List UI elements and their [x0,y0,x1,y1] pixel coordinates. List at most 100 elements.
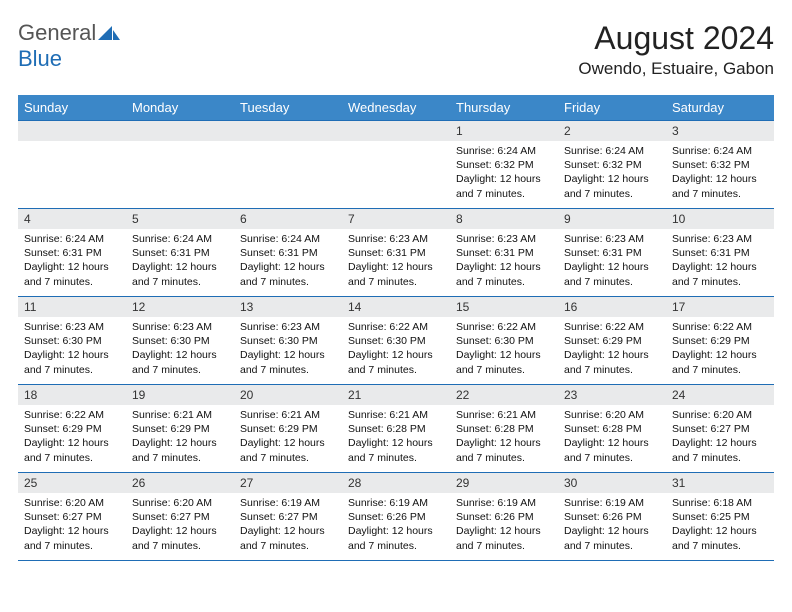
day-details: Sunrise: 6:23 AMSunset: 6:31 PMDaylight:… [666,229,774,293]
day-details [234,141,342,148]
day-details: Sunrise: 6:22 AMSunset: 6:29 PMDaylight:… [666,317,774,381]
day-number: 24 [666,385,774,405]
calendar-cell: 7Sunrise: 6:23 AMSunset: 6:31 PMDaylight… [342,209,450,297]
calendar-cell: 24Sunrise: 6:20 AMSunset: 6:27 PMDayligh… [666,385,774,473]
day-header: Wednesday [342,95,450,121]
day-header: Sunday [18,95,126,121]
day-number: 30 [558,473,666,493]
day-details: Sunrise: 6:21 AMSunset: 6:28 PMDaylight:… [342,405,450,469]
day-number: 28 [342,473,450,493]
day-number: 6 [234,209,342,229]
day-details: Sunrise: 6:21 AMSunset: 6:28 PMDaylight:… [450,405,558,469]
calendar-cell: 22Sunrise: 6:21 AMSunset: 6:28 PMDayligh… [450,385,558,473]
day-number: 10 [666,209,774,229]
day-number: 7 [342,209,450,229]
calendar-week: 11Sunrise: 6:23 AMSunset: 6:30 PMDayligh… [18,297,774,385]
day-details: Sunrise: 6:24 AMSunset: 6:32 PMDaylight:… [558,141,666,205]
calendar-cell: 2Sunrise: 6:24 AMSunset: 6:32 PMDaylight… [558,121,666,209]
day-number: 20 [234,385,342,405]
calendar-cell: 9Sunrise: 6:23 AMSunset: 6:31 PMDaylight… [558,209,666,297]
day-details: Sunrise: 6:18 AMSunset: 6:25 PMDaylight:… [666,493,774,557]
calendar-cell: 30Sunrise: 6:19 AMSunset: 6:26 PMDayligh… [558,473,666,561]
day-number [234,121,342,141]
day-details: Sunrise: 6:23 AMSunset: 6:30 PMDaylight:… [18,317,126,381]
day-details: Sunrise: 6:19 AMSunset: 6:26 PMDaylight:… [450,493,558,557]
calendar-cell: 1Sunrise: 6:24 AMSunset: 6:32 PMDaylight… [450,121,558,209]
day-number: 21 [342,385,450,405]
day-number: 31 [666,473,774,493]
calendar-body: 1Sunrise: 6:24 AMSunset: 6:32 PMDaylight… [18,121,774,561]
day-number: 13 [234,297,342,317]
logo: General Blue [18,20,120,72]
day-number: 16 [558,297,666,317]
calendar-cell: 16Sunrise: 6:22 AMSunset: 6:29 PMDayligh… [558,297,666,385]
day-details: Sunrise: 6:19 AMSunset: 6:26 PMDaylight:… [342,493,450,557]
calendar-cell: 4Sunrise: 6:24 AMSunset: 6:31 PMDaylight… [18,209,126,297]
calendar-cell [126,121,234,209]
calendar-cell: 15Sunrise: 6:22 AMSunset: 6:30 PMDayligh… [450,297,558,385]
day-number: 19 [126,385,234,405]
day-details: Sunrise: 6:22 AMSunset: 6:29 PMDaylight:… [18,405,126,469]
day-details: Sunrise: 6:20 AMSunset: 6:27 PMDaylight:… [126,493,234,557]
calendar-cell: 11Sunrise: 6:23 AMSunset: 6:30 PMDayligh… [18,297,126,385]
day-details: Sunrise: 6:23 AMSunset: 6:31 PMDaylight:… [342,229,450,293]
title-block: August 2024 Owendo, Estuaire, Gabon [578,20,774,79]
day-details [18,141,126,148]
day-number: 11 [18,297,126,317]
day-details: Sunrise: 6:21 AMSunset: 6:29 PMDaylight:… [126,405,234,469]
day-details: Sunrise: 6:24 AMSunset: 6:32 PMDaylight:… [666,141,774,205]
day-number: 25 [18,473,126,493]
day-details: Sunrise: 6:22 AMSunset: 6:30 PMDaylight:… [450,317,558,381]
day-header: Friday [558,95,666,121]
day-number: 14 [342,297,450,317]
day-details: Sunrise: 6:24 AMSunset: 6:31 PMDaylight:… [126,229,234,293]
header: General Blue August 2024 Owendo, Estuair… [18,20,774,79]
location: Owendo, Estuaire, Gabon [578,59,774,79]
day-number: 5 [126,209,234,229]
day-details: Sunrise: 6:22 AMSunset: 6:29 PMDaylight:… [558,317,666,381]
day-details: Sunrise: 6:23 AMSunset: 6:31 PMDaylight:… [450,229,558,293]
day-number: 4 [18,209,126,229]
logo-sail-icon [98,27,120,44]
day-number: 15 [450,297,558,317]
calendar-cell: 13Sunrise: 6:23 AMSunset: 6:30 PMDayligh… [234,297,342,385]
calendar-cell: 19Sunrise: 6:21 AMSunset: 6:29 PMDayligh… [126,385,234,473]
day-number: 29 [450,473,558,493]
day-number: 8 [450,209,558,229]
calendar-cell: 26Sunrise: 6:20 AMSunset: 6:27 PMDayligh… [126,473,234,561]
day-details: Sunrise: 6:24 AMSunset: 6:32 PMDaylight:… [450,141,558,205]
day-details: Sunrise: 6:20 AMSunset: 6:27 PMDaylight:… [18,493,126,557]
day-details: Sunrise: 6:23 AMSunset: 6:31 PMDaylight:… [558,229,666,293]
day-details: Sunrise: 6:19 AMSunset: 6:26 PMDaylight:… [558,493,666,557]
day-number [342,121,450,141]
day-number: 18 [18,385,126,405]
day-number: 26 [126,473,234,493]
calendar-cell: 18Sunrise: 6:22 AMSunset: 6:29 PMDayligh… [18,385,126,473]
calendar-week: 25Sunrise: 6:20 AMSunset: 6:27 PMDayligh… [18,473,774,561]
calendar-cell: 20Sunrise: 6:21 AMSunset: 6:29 PMDayligh… [234,385,342,473]
day-details: Sunrise: 6:24 AMSunset: 6:31 PMDaylight:… [234,229,342,293]
calendar-table: SundayMondayTuesdayWednesdayThursdayFrid… [18,95,774,561]
day-details: Sunrise: 6:20 AMSunset: 6:27 PMDaylight:… [666,405,774,469]
calendar-cell: 14Sunrise: 6:22 AMSunset: 6:30 PMDayligh… [342,297,450,385]
day-header: Tuesday [234,95,342,121]
logo-word2: Blue [18,46,62,71]
day-number [18,121,126,141]
day-details [126,141,234,148]
day-details: Sunrise: 6:20 AMSunset: 6:28 PMDaylight:… [558,405,666,469]
calendar-cell: 6Sunrise: 6:24 AMSunset: 6:31 PMDaylight… [234,209,342,297]
calendar-cell: 17Sunrise: 6:22 AMSunset: 6:29 PMDayligh… [666,297,774,385]
calendar-cell: 29Sunrise: 6:19 AMSunset: 6:26 PMDayligh… [450,473,558,561]
calendar-cell: 28Sunrise: 6:19 AMSunset: 6:26 PMDayligh… [342,473,450,561]
calendar-cell: 5Sunrise: 6:24 AMSunset: 6:31 PMDaylight… [126,209,234,297]
day-of-week-row: SundayMondayTuesdayWednesdayThursdayFrid… [18,95,774,121]
calendar-cell [234,121,342,209]
day-number: 1 [450,121,558,141]
day-number: 17 [666,297,774,317]
day-header: Saturday [666,95,774,121]
day-number: 23 [558,385,666,405]
day-number [126,121,234,141]
day-details: Sunrise: 6:24 AMSunset: 6:31 PMDaylight:… [18,229,126,293]
calendar-cell [342,121,450,209]
calendar-cell: 8Sunrise: 6:23 AMSunset: 6:31 PMDaylight… [450,209,558,297]
